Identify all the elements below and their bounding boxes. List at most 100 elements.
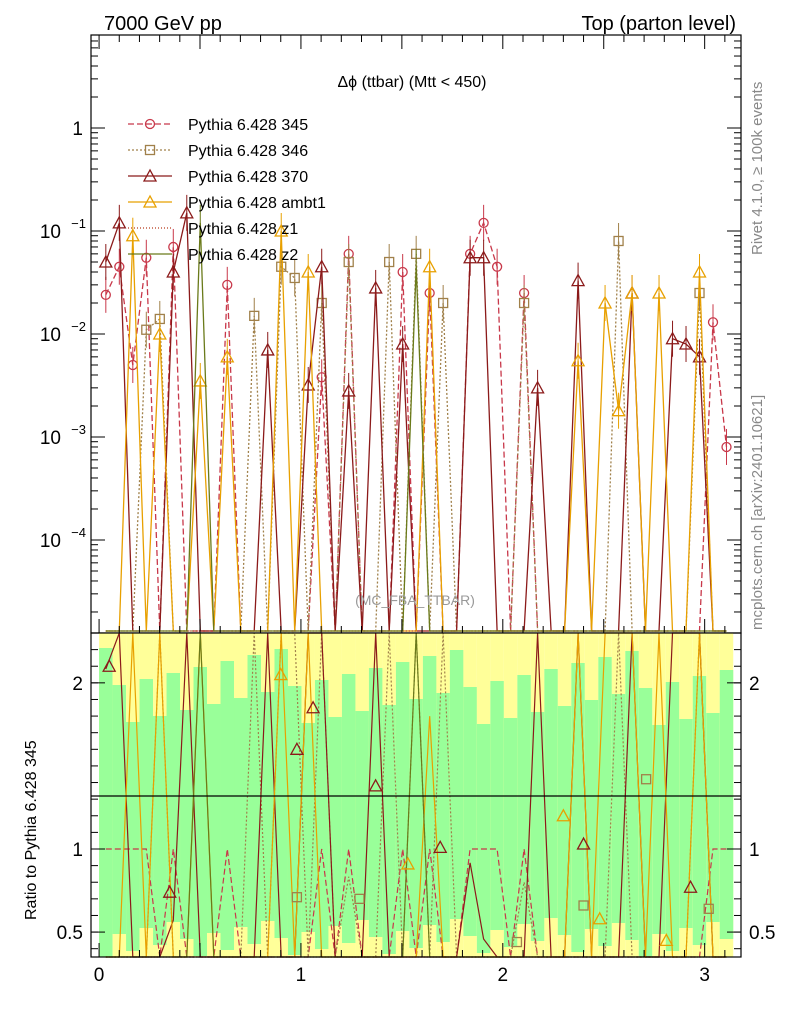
ratio-band-inner xyxy=(503,718,518,947)
point-p346 xyxy=(384,256,395,268)
point-p346 xyxy=(141,324,152,335)
point-ambt1 xyxy=(597,295,613,309)
point-ambt1 xyxy=(570,353,586,367)
ratio-xtick-label-2: 2 xyxy=(498,965,509,986)
ratio-point-p370 xyxy=(576,836,591,850)
header-right: Top (parton level) xyxy=(581,13,736,35)
main-ytick-exp-1: −3 xyxy=(71,422,86,437)
ratio-frame xyxy=(90,632,742,958)
ratio-band-inner xyxy=(247,655,261,944)
point-p345 xyxy=(491,261,503,272)
ratio-point-p346 xyxy=(578,900,589,911)
ratio-band-inner xyxy=(99,648,113,957)
point-p346 xyxy=(437,297,449,309)
point-p370 xyxy=(98,254,113,268)
point-p346 xyxy=(518,297,530,309)
main-ytick-label-1: 10 xyxy=(40,428,61,449)
point-p370 xyxy=(341,383,356,397)
ratio-band-inner xyxy=(355,711,369,920)
ratio-band-inner xyxy=(436,693,450,942)
ratio-point-ambt1 xyxy=(592,911,607,925)
ratio-band-inner xyxy=(112,685,127,934)
ratio-band-inner xyxy=(287,686,302,955)
ratio-band-inner xyxy=(422,656,437,925)
main-panel: (MC_FBA_TTBAR) 10 −4 10 −3 10 −2 10 −1 1 Δϕ (ttb… xyxy=(40,34,742,634)
ratio-point-p346 xyxy=(703,903,714,914)
legend-marker-p370 xyxy=(142,168,158,182)
ratio-band-inner xyxy=(234,698,248,927)
point-p346 xyxy=(249,310,260,322)
point-ambt1 xyxy=(193,373,208,387)
point-p345 xyxy=(397,266,408,278)
ratio-band-inner xyxy=(530,712,545,941)
point-p370 xyxy=(368,280,383,294)
main-title: Δϕ (ttbar) (Mtt < 450) xyxy=(337,74,486,91)
point-p345 xyxy=(114,261,125,272)
ratio-point-p370 xyxy=(289,741,304,755)
mcplots-label: mcplots.cern.ch [arXiv:2401.10621] xyxy=(749,395,766,630)
point-p370 xyxy=(179,205,194,219)
point-p370 xyxy=(260,342,275,356)
ratio-band xyxy=(99,633,734,957)
ratio-point-p370 xyxy=(102,658,117,672)
legend-label-p370: Pythia 6.428 370 xyxy=(188,169,308,186)
main-watermark: (MC_FBA_TTBAR) xyxy=(355,592,475,608)
ratio-panel: 0.5 0.5 1 1 2 2 0 1 2 3 Ratio to Pythia 6.428 34… xyxy=(23,632,775,986)
point-p370 xyxy=(570,273,586,287)
ratio-point-p370 xyxy=(433,839,448,853)
ratio-band-inner xyxy=(193,667,208,956)
point-p370 xyxy=(678,336,694,350)
point-p345 xyxy=(478,217,489,229)
ratio-ytick-label-2: 2 xyxy=(72,674,83,695)
ratio-band-inner xyxy=(166,673,181,922)
point-p346 xyxy=(613,235,624,247)
ratio-band-inner xyxy=(449,650,464,919)
ratio-point-ambt1 xyxy=(556,808,571,822)
ratio-point-p346 xyxy=(511,936,523,948)
point-p370 xyxy=(314,259,329,273)
legend-label-p346: Pythia 6.428 346 xyxy=(188,143,308,160)
point-p370 xyxy=(166,264,181,278)
ratio-band-inner xyxy=(382,705,396,954)
legend-marker-p345 xyxy=(144,118,156,130)
ratio-point-ambt1 xyxy=(659,933,674,947)
ratio-y-axis: 0.5 0.5 1 1 2 2 xyxy=(57,649,775,950)
ratio-ytick-label-1: 1 xyxy=(72,840,83,861)
ratio-point-p370 xyxy=(683,879,698,893)
legend: Pythia 6.428 345 Pythia 6.428 346 Pythia 6… xyxy=(128,117,326,264)
ratio-point-p370 xyxy=(162,884,177,898)
point-p345 xyxy=(721,441,732,453)
ratio-xtick-label-1: 1 xyxy=(296,965,307,986)
legend-label-z2: Pythia 6.428 z2 xyxy=(188,247,298,264)
point-p345 xyxy=(707,317,719,328)
point-ambt1 xyxy=(125,228,140,242)
legend-marker-p346 xyxy=(144,144,156,156)
ratio-ytick-label-right-2: 2 xyxy=(749,674,760,695)
ratio-band-inner xyxy=(665,682,680,951)
main-ytick-exp-2: −2 xyxy=(71,319,86,334)
main-ytick-label-0: 10 xyxy=(40,531,61,552)
point-p370 xyxy=(463,250,478,264)
ratio-ytick-label-0: 0.5 xyxy=(57,923,83,944)
rivet-label: Rivet 4.1.0, ≥ 100k events xyxy=(749,82,766,255)
point-p370 xyxy=(112,215,127,229)
point-p346 xyxy=(343,256,354,268)
point-ambt1 xyxy=(274,223,289,237)
point-p345 xyxy=(222,279,233,291)
series-line-ambt1 xyxy=(105,230,727,632)
ratio-band-inner xyxy=(490,681,504,930)
point-p345 xyxy=(424,287,435,299)
point-p345 xyxy=(168,241,179,253)
ratio-xtick-label-3: 3 xyxy=(699,965,710,986)
legend-marker-ambt1 xyxy=(142,194,158,208)
ratio-band-inner xyxy=(409,699,423,948)
point-p370 xyxy=(530,380,545,394)
ratio-band-inner xyxy=(126,722,140,951)
main-ytick-label-3: 10 xyxy=(40,222,61,243)
point-p370 xyxy=(665,331,680,345)
main-ytick-exp-0: −4 xyxy=(71,525,86,540)
legend-label-p345: Pythia 6.428 345 xyxy=(188,117,308,134)
point-ambt1 xyxy=(422,259,437,273)
main-ytick-label-2: 10 xyxy=(40,325,61,346)
ratio-band-inner xyxy=(314,680,329,949)
